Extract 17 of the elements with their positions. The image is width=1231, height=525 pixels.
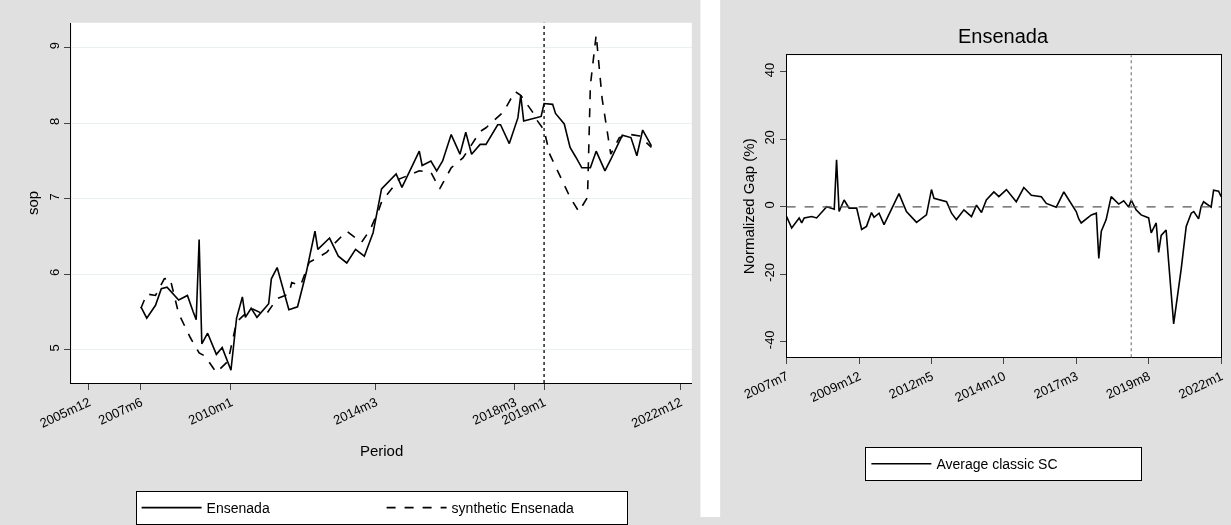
y-tick-label: 20 [762,130,778,145]
legend-label: Ensenada [206,500,270,517]
y-tick-label: 5 [47,344,63,352]
y-tick-label: -40 [762,330,778,350]
y-axis-title: sop [24,190,42,216]
y-axis-title: Normalized Gap (%) [739,138,757,275]
y-tick-label: 8 [47,117,63,125]
chart-title: Ensenada [958,25,1049,47]
y-tick-label: 40 [762,62,778,78]
legend-label: Average classic SC [936,456,1058,473]
x-axis-title: Period [359,441,404,459]
y-tick-label: 6 [47,268,63,276]
y-tick-label: 0 [762,201,778,209]
legend-label: synthetic Ensenada [451,500,575,517]
y-tick-label: -20 [762,262,778,282]
y-tick-label: 7 [47,193,63,201]
y-tick-label: 9 [47,42,63,50]
